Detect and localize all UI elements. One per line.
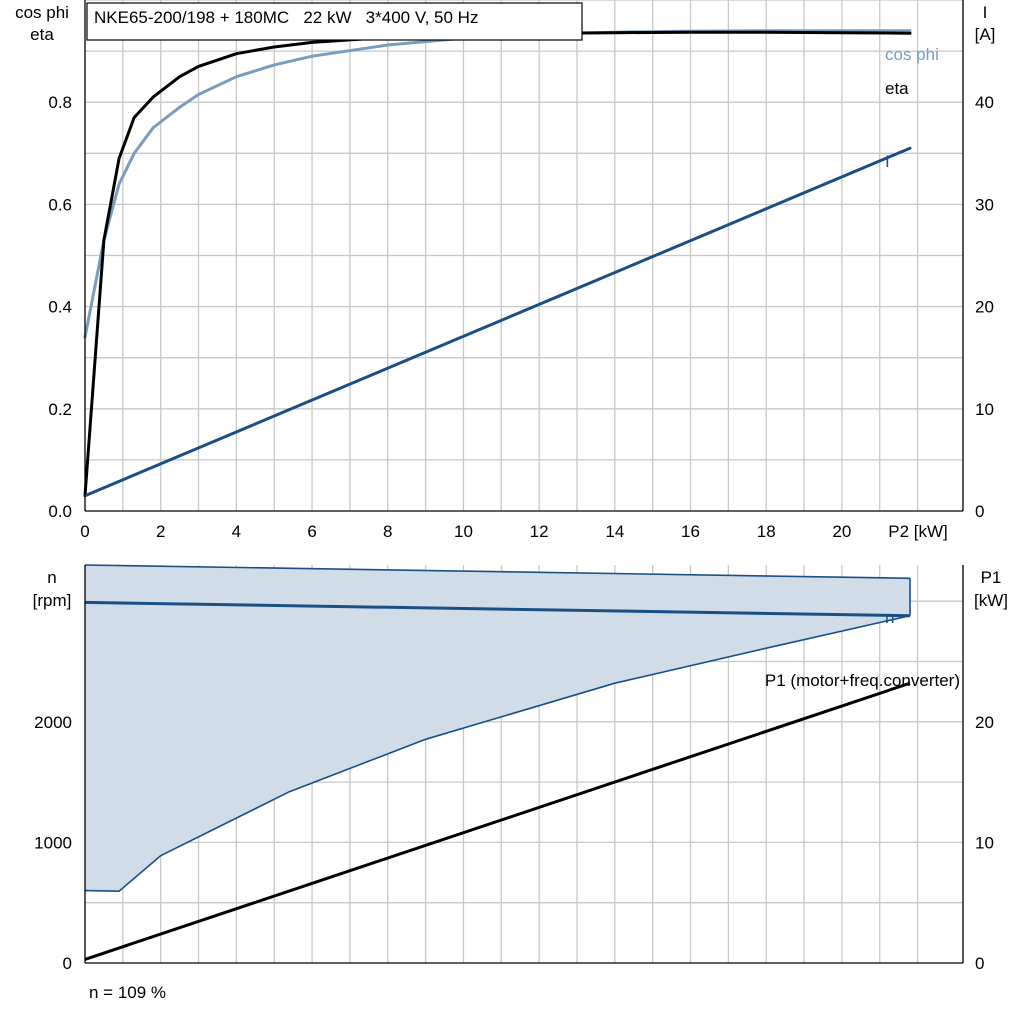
- top-left-axis-tick-label: 0.8: [48, 93, 72, 112]
- x-axis-tick-label: 18: [757, 522, 776, 541]
- speed-range-upper-boundary: [84, 564, 911, 580]
- tick-label-layer: 0 2 4 6 8 10 12 14 16 18 20 0.0 0.2 0.4 0.6 0.8 0 10 20 30 4…: [34, 93, 994, 973]
- bottom-right-axis-label-line1: P1: [981, 568, 1002, 587]
- p1-curve: [84, 681, 911, 961]
- top-left-axis-tick-label: 0.0: [48, 502, 72, 521]
- bottom-series-layer: [84, 600, 911, 961]
- top-left-axis-label-line1: cos phi: [15, 3, 69, 22]
- p1-series-label: P1 (motor+freq.converter): [765, 671, 960, 690]
- bottom-left-axis-label-line1: n: [47, 568, 56, 587]
- speed-percentage-note: n = 109 %: [89, 983, 166, 1002]
- speed-series-label: n: [885, 608, 894, 627]
- x-axis-tick-label: 2: [156, 522, 165, 541]
- speed-range-area: [85, 565, 910, 892]
- top-right-axis-tick-label: 30: [975, 195, 994, 214]
- top-left-axis-tick-label: 0.4: [48, 298, 72, 317]
- x-axis-tick-label: 0: [80, 522, 89, 541]
- cos-phi-series-label: cos phi: [885, 45, 939, 64]
- top-right-axis-tick-label: 0: [975, 502, 984, 521]
- bottom-right-axis-tick-label: 0: [975, 954, 984, 973]
- top-right-axis-label-line1: I: [983, 3, 988, 22]
- bottom-left-axis-tick-label: 0: [63, 954, 72, 973]
- x-axis-label: P2 [kW]: [888, 522, 948, 541]
- speed-range-lower-boundary: [84, 614, 911, 893]
- x-axis-tick-label: 4: [232, 522, 241, 541]
- bottom-left-axis-tick-label: 1000: [34, 833, 72, 852]
- x-axis-tick-label: 10: [454, 522, 473, 541]
- x-axis-tick-label: 16: [681, 522, 700, 541]
- top-right-axis-tick-label: 10: [975, 400, 994, 419]
- top-gridlines: [85, 0, 963, 511]
- bottom-left-axis-label-line2: [rpm]: [33, 591, 72, 610]
- x-axis-tick-label: 6: [307, 522, 316, 541]
- top-left-axis-tick-label: 0.6: [48, 195, 72, 214]
- current-series-label: I: [885, 152, 890, 171]
- x-axis-tick-label: 14: [605, 522, 624, 541]
- top-right-axis-tick-label: 20: [975, 298, 994, 317]
- current-curve: [83, 146, 912, 498]
- x-axis-tick-label: 12: [530, 522, 549, 541]
- x-axis-tick-label: 8: [383, 522, 392, 541]
- top-left-axis-tick-label: 0.2: [48, 400, 72, 419]
- bottom-right-axis-label-line2: [kW]: [974, 591, 1008, 610]
- bottom-left-axis-tick-label: 2000: [34, 713, 72, 732]
- x-axis-tick-label: 20: [832, 522, 851, 541]
- top-right-axis-tick-label: 40: [975, 93, 994, 112]
- speed-curve: [84, 600, 911, 618]
- bottom-right-axis-tick-label: 10: [975, 833, 994, 852]
- speed-range-area-layer: [84, 564, 911, 893]
- top-left-axis-label-line2: eta: [30, 25, 54, 44]
- title-box: [86, 2, 583, 41]
- top-series-layer: [83, 29, 912, 498]
- chart-title: NKE65-200/198 + 180MC 22 kW 3*400 V, 50 …: [94, 8, 478, 27]
- top-right-axis-label-line2: [A]: [975, 25, 996, 44]
- eta-series-label: eta: [885, 79, 909, 98]
- bottom-right-axis-tick-label: 20: [975, 713, 994, 732]
- eta-curve: [83, 30, 912, 498]
